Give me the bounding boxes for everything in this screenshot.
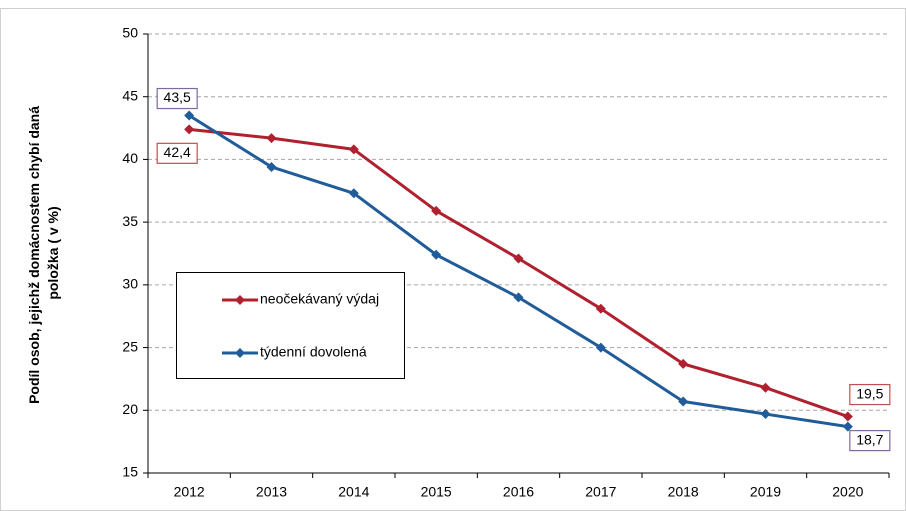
x-tick-label: 2020 — [832, 484, 863, 500]
y-tick-label: 35 — [122, 213, 138, 229]
y-tick-label: 45 — [122, 87, 138, 103]
value-label: 43,5 — [164, 89, 191, 105]
x-tick-label: 2012 — [174, 484, 205, 500]
x-tick-label: 2017 — [585, 484, 616, 500]
point-marker — [266, 161, 277, 172]
point-marker — [513, 253, 524, 264]
y-tick-label: 25 — [122, 338, 138, 354]
point-marker — [184, 110, 195, 121]
x-tick-label: 2016 — [503, 484, 534, 500]
point-marker — [184, 124, 195, 135]
point-marker — [678, 396, 689, 407]
frame — [0, 8, 906, 511]
point-marker — [431, 205, 442, 216]
legend-marker — [235, 295, 245, 305]
point-marker — [348, 188, 359, 199]
x-tick-label: 2014 — [338, 484, 369, 500]
point-marker — [595, 342, 606, 353]
x-tick-label: 2015 — [421, 484, 452, 500]
x-tick-label: 2013 — [256, 484, 287, 500]
y-tick-label: 30 — [122, 276, 138, 292]
value-label-box — [156, 142, 198, 164]
y-axis-label: Podíl osob, jejichž domácnostem chybí da… — [26, 102, 61, 404]
point-marker — [266, 133, 277, 144]
point-marker — [348, 144, 359, 155]
point-marker — [513, 292, 524, 303]
value-label-box — [849, 383, 891, 406]
value-label: 42,4 — [164, 144, 191, 160]
y-tick-label: 50 — [122, 25, 138, 41]
point-marker — [431, 249, 442, 260]
y-axis-label-line: Podíl osob, jejichž domácnostem chybí da… — [26, 106, 42, 404]
y-tick-label: 40 — [122, 150, 138, 166]
point-marker — [842, 421, 853, 432]
legend-label: neočekávaný výdaj — [260, 291, 379, 307]
value-label-box — [156, 87, 198, 110]
point-marker — [842, 411, 853, 422]
legend — [176, 272, 405, 379]
point-marker — [678, 358, 689, 369]
value-label: 18,7 — [856, 431, 883, 447]
legend-label: týdenní dovolená — [260, 344, 367, 360]
y-tick-label: 20 — [122, 401, 138, 417]
legend-marker — [235, 348, 245, 358]
y-axis-label-line: položka ( v %) — [45, 206, 61, 299]
value-label: 19,5 — [856, 385, 883, 401]
value-label-box — [849, 429, 891, 452]
point-marker — [760, 409, 771, 420]
y-tick-label: 15 — [122, 464, 138, 480]
x-tick-label: 2018 — [668, 484, 699, 500]
point-marker — [595, 303, 606, 314]
point-marker — [760, 382, 771, 393]
x-tick-label: 2019 — [750, 484, 781, 500]
